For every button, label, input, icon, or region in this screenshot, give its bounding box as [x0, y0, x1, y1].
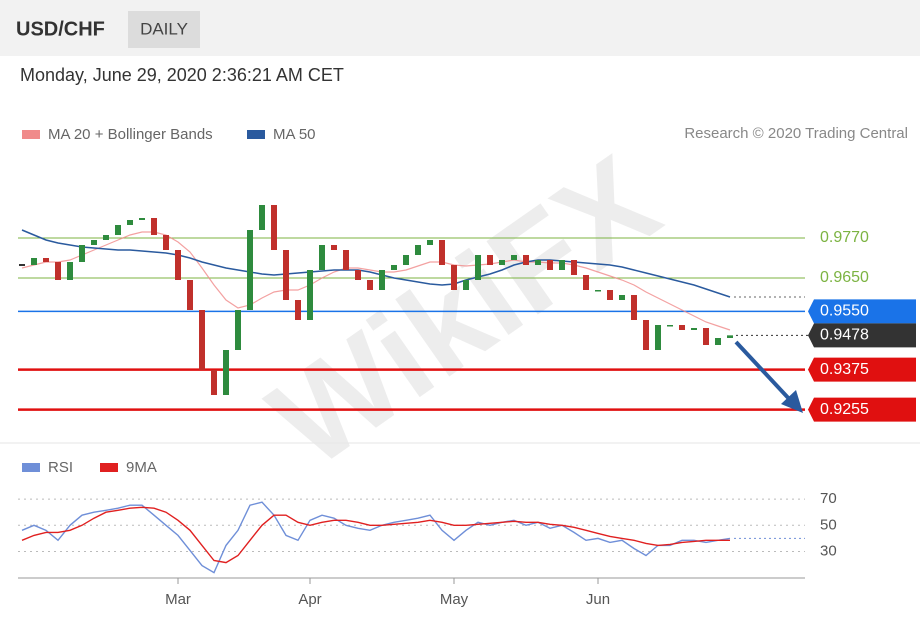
candle	[55, 262, 61, 280]
candle	[319, 245, 325, 270]
legend-label: 9MA	[126, 459, 157, 476]
ma-line	[21, 229, 731, 298]
forecast-arrowhead	[781, 390, 803, 413]
copyright: Research © 2020 Trading Central	[684, 125, 908, 142]
level-tag	[808, 397, 916, 422]
candle	[67, 262, 73, 280]
candle	[523, 255, 529, 265]
candle	[271, 205, 277, 250]
candle	[199, 310, 205, 370]
level-label: 0.9550	[820, 303, 869, 320]
candle	[487, 255, 493, 265]
candle	[379, 270, 385, 290]
candle	[619, 295, 625, 300]
candle	[475, 255, 481, 280]
candle	[727, 335, 733, 338]
x-tick-label: Apr	[298, 591, 321, 608]
candle	[571, 260, 577, 275]
level-label: 0.9770	[820, 229, 869, 246]
candle	[715, 338, 721, 345]
candle	[703, 328, 709, 345]
candle	[679, 325, 685, 330]
candle	[403, 255, 409, 265]
candle	[127, 220, 133, 225]
ma-line	[21, 231, 731, 331]
candle	[595, 290, 601, 292]
legend-swatch	[100, 463, 118, 472]
candle	[535, 260, 541, 265]
x-tick-label: Mar	[165, 591, 191, 608]
candle	[439, 240, 445, 265]
candle	[631, 295, 637, 320]
y-tick-label: 50	[820, 516, 837, 533]
candle	[139, 218, 145, 220]
candle	[427, 240, 433, 245]
x-tick-label: May	[440, 591, 469, 608]
level-tag	[808, 299, 916, 324]
candle	[175, 250, 181, 280]
candle	[559, 260, 565, 270]
level-label: 0.9650	[820, 269, 869, 286]
candle	[211, 370, 217, 395]
candle	[547, 260, 553, 270]
level-label: 0.9375	[820, 361, 869, 378]
legend-label: RSI	[48, 459, 73, 476]
candle	[259, 205, 265, 230]
timeframe-box	[128, 11, 200, 48]
candle	[511, 255, 517, 260]
legend-label: MA 50	[273, 126, 316, 143]
candle	[103, 235, 109, 240]
symbol: USD/CHF	[16, 18, 105, 40]
legend-swatch	[22, 130, 40, 139]
candle	[283, 250, 289, 300]
candle	[391, 265, 397, 270]
candle	[115, 225, 121, 235]
candle	[31, 258, 37, 265]
legend-label: MA 20 + Bollinger Bands	[48, 126, 213, 143]
candle	[79, 245, 85, 262]
candle	[223, 350, 229, 395]
candle	[451, 265, 457, 290]
candle	[667, 325, 673, 327]
candle	[643, 320, 649, 350]
level-tag	[808, 357, 916, 382]
candle	[307, 270, 313, 320]
candle	[235, 310, 241, 350]
timeframe: DAILY	[140, 19, 188, 38]
candle	[355, 270, 361, 280]
legend-swatch	[22, 463, 40, 472]
level-tag	[808, 323, 916, 348]
candle	[655, 325, 661, 350]
level-label: 0.9255	[820, 401, 869, 418]
candle	[151, 218, 157, 235]
candle	[499, 260, 505, 265]
candle	[367, 280, 373, 290]
candle	[187, 280, 193, 310]
timestamp: Monday, June 29, 2020 2:36:21 AM CET	[20, 65, 344, 85]
rsi-line	[21, 506, 730, 564]
candle	[607, 290, 613, 300]
candle	[331, 245, 337, 250]
candle	[91, 240, 97, 245]
candle	[415, 245, 421, 255]
candle	[691, 328, 697, 330]
forecast-arrow	[734, 340, 794, 404]
y-tick-label: 30	[820, 542, 837, 559]
candle	[343, 250, 349, 270]
candle	[247, 230, 253, 310]
candle	[463, 280, 469, 290]
y-tick-label: 70	[820, 490, 837, 507]
legend-swatch	[247, 130, 265, 139]
level-label: 0.9478	[820, 327, 869, 344]
rsi-line	[21, 501, 731, 574]
candle	[583, 275, 589, 290]
candle	[295, 300, 301, 320]
x-tick-label: Jun	[586, 591, 610, 608]
candle	[163, 235, 169, 250]
candle	[43, 258, 49, 262]
